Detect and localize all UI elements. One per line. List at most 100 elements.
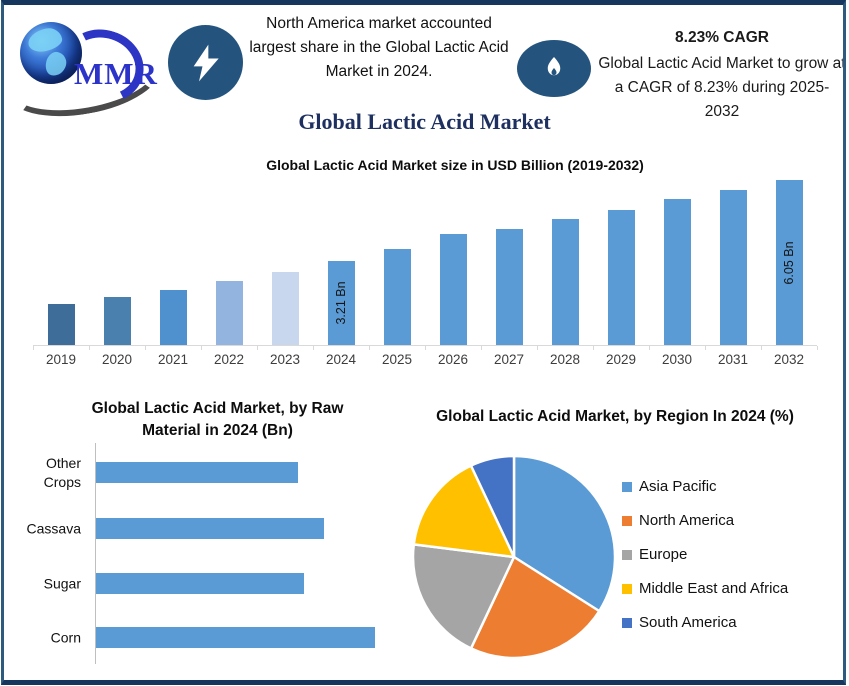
bar-slot [145,180,201,345]
x-axis-label: 2025 [381,352,413,367]
bar-value-label: 6.05 Bn [782,240,796,285]
bar-slot [257,180,313,345]
bar-slot [201,180,257,345]
axis-tick [817,346,818,350]
axis-tick [537,346,538,350]
legend-label: Asia Pacific [639,478,717,495]
legend-swatch [622,583,632,594]
x-axis-label: 2031 [717,352,749,367]
bar-slot [425,180,481,345]
y-axis-label: Corn [50,629,81,645]
y-axis-label: Cassava [26,520,81,536]
bar-slot: 3.21 Bn [313,180,369,345]
legend-swatch [622,481,632,492]
bar-slot [705,180,761,345]
raw-material-yaxis-line [95,443,96,664]
bar-slot [481,180,537,345]
axis-tick [89,346,90,350]
bar-cassava [96,518,324,539]
bar-2027 [495,229,523,345]
legend-swatch [622,549,632,560]
legend-label: Europe [639,546,688,563]
legend-label: Middle East and Africa [639,580,789,597]
bar-other-crops [96,462,298,483]
legend-label: North America [639,512,735,529]
bar-slot [33,180,89,345]
bar-2031 [719,190,747,345]
x-axis-label: 2023 [269,352,301,367]
legend-item: Europe [622,546,788,563]
axis-tick [425,346,426,350]
market-size-xaxis-labels: 2019 2020 2021 2022 2023 2024 2025 2026 2027 2028… [33,352,817,367]
x-axis-label: 2030 [661,352,693,367]
bar-2023 [271,272,299,345]
pie-slice-south-america [469,454,516,559]
bar-corn [96,627,375,648]
x-axis-label: 2021 [157,352,189,367]
pie-slice-middle-east-and-africa [412,464,516,559]
lightning-icon [168,25,243,100]
globe-icon [20,22,82,84]
market-size-chart-title: Global Lactic Acid Market size in USD Bi… [266,157,644,173]
market-size-plot: 3.21 Bn 6.05 Bn [33,180,817,346]
bar-2020 [103,297,131,345]
bar-2029 [607,210,635,345]
x-axis-label: 2029 [605,352,637,367]
x-axis-label: 2024 [325,352,357,367]
axis-tick [201,346,202,350]
region-legend: Asia Pacific North America Europe Middle Ea… [622,478,789,649]
axis-tick [369,346,370,350]
axis-tick [33,346,34,350]
cagr-block: 8.23% CAGR Global Lactic Acid Market to … [598,26,846,124]
bar-slot [89,180,145,345]
bar-2024: 3.21 Bn [327,261,355,345]
bar-slot [593,180,649,345]
bar-value-label: 3.21 Bn [334,281,348,325]
bar-2019 [47,304,75,345]
bar-2025 [383,249,411,345]
legend-item: Middle East and Africa [622,580,789,597]
bar-2026 [439,234,467,345]
legend-item: Asia Pacific [622,478,788,495]
axis-tick [705,346,706,350]
globe-continent-shape [43,49,69,79]
flame-icon [517,40,591,97]
legend-swatch [622,515,632,526]
x-axis-label: 2020 [101,352,133,367]
cagr-body: Global Lactic Acid Market to grow at a C… [598,55,846,120]
axis-tick [145,346,146,350]
region-pie [410,453,618,661]
bar-2021 [159,290,187,345]
axis-tick [257,346,258,350]
legend-label: South America [639,614,737,631]
axis-tick [313,346,314,350]
legend-item: North America [622,512,788,529]
pie-slice-europe [411,543,516,650]
x-axis-label: 2028 [549,352,581,367]
bar-2028 [551,219,579,345]
logo-text: MMR [74,56,158,91]
bar-slot: 6.05 Bn [761,180,817,345]
axis-tick [761,346,762,350]
region-chart-title: Global Lactic Acid Market, by Region In … [436,408,794,425]
x-axis-label: 2019 [45,352,77,367]
axis-tick [481,346,482,350]
axis-tick [649,346,650,350]
bar-slot [537,180,593,345]
insight-text: North America market accounted largest s… [249,15,509,80]
y-axis-label: Sugar [43,575,81,591]
raw-material-plot: Other Crops Cassava Sugar Corn [12,443,407,664]
y-axis-label: Other Crops [43,454,81,490]
globe-continent-shape [26,25,64,55]
cagr-title: 8.23% CAGR [675,29,769,46]
page-title: Global Lactic Acid Market [298,109,551,134]
mmr-logo: MMR [0,14,167,128]
x-axis-label: 2027 [493,352,525,367]
raw-material-chart-title: Global Lactic Acid Market, by Raw Materi… [91,400,344,439]
legend-swatch [622,617,632,628]
bar-slot [369,180,425,345]
x-axis-label: 2022 [213,352,245,367]
bar-2022 [215,281,243,345]
bar-2030 [663,199,691,345]
